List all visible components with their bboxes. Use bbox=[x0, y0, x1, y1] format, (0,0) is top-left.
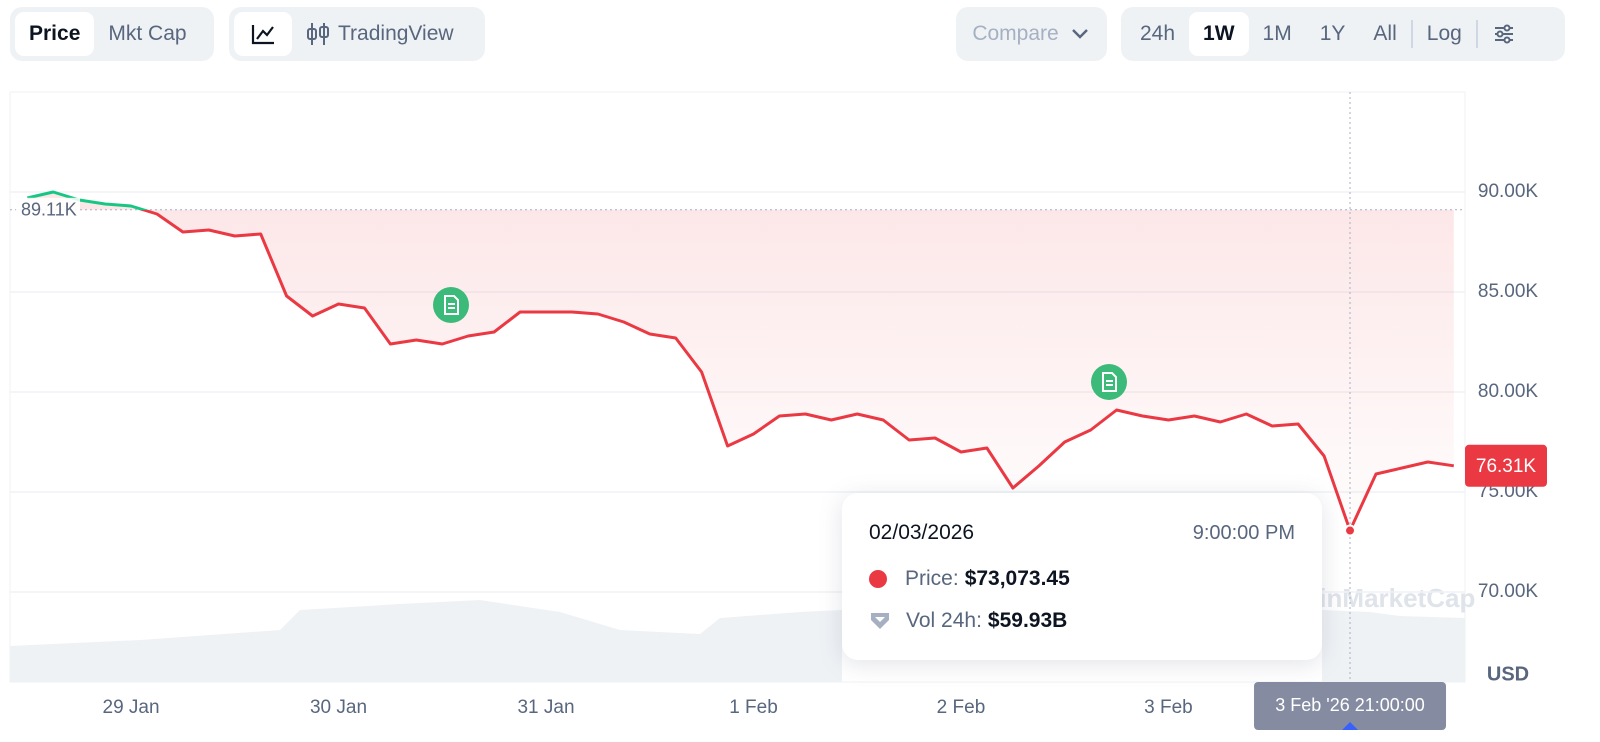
tab[interactable]: Mkt Cap bbox=[108, 22, 187, 45]
x-tick-label: 3 Feb bbox=[1144, 697, 1193, 718]
range-tabs: 24h 1W 1M 1Y All Log bbox=[1121, 7, 1565, 61]
y-tick-label: 70.00K bbox=[1478, 581, 1539, 602]
x-tick-label: 1 Feb bbox=[729, 697, 778, 718]
crosshair-label-bg bbox=[1254, 682, 1447, 730]
range-tab[interactable]: 1M bbox=[1262, 22, 1292, 45]
separator bbox=[1410, 20, 1413, 48]
tooltip-date: 02/03/2026 bbox=[869, 521, 975, 544]
view-tabs: Price Mkt Cap bbox=[10, 7, 214, 61]
y-tick-label: 80.00K bbox=[1478, 381, 1539, 402]
tab[interactable]: Price bbox=[15, 12, 95, 56]
log-toggle[interactable]: Log bbox=[1426, 22, 1462, 45]
range-tab[interactable]: All bbox=[1373, 22, 1397, 45]
tooltip-volume: $59.93B bbox=[987, 609, 1068, 632]
chevron bbox=[1071, 29, 1088, 39]
price-line bbox=[26, 190, 1455, 532]
tooltip: 02/03/2026 9:00:00 PM Price: $73,073.45 … bbox=[842, 493, 1322, 660]
chart-mode: TradingView bbox=[229, 7, 485, 61]
event-marker[interactable] bbox=[433, 287, 469, 323]
settings-button[interactable] bbox=[1478, 12, 1530, 56]
y-tick-label: 90.00K bbox=[1478, 181, 1539, 202]
reference-label-bg bbox=[16, 197, 80, 222]
compare-label: Compare bbox=[972, 22, 1059, 45]
range-tab[interactable]: 1Y bbox=[1319, 22, 1346, 45]
separator bbox=[1475, 20, 1478, 48]
tooltip-price: $73,073.45 bbox=[964, 567, 1070, 590]
tooltip-time: 9:00:00 PM bbox=[1192, 521, 1295, 544]
y-tick-label: 85.00K bbox=[1478, 281, 1539, 302]
settings-icon bbox=[1494, 24, 1513, 44]
currency-label: USD bbox=[1487, 663, 1529, 685]
x-tick-label: 31 Jan bbox=[517, 697, 574, 718]
x-tick-label: 30 Jan bbox=[310, 697, 367, 718]
range-tab[interactable]: 1W bbox=[1189, 12, 1249, 56]
reference-label: 89.11K bbox=[21, 200, 77, 220]
price-dot bbox=[869, 570, 887, 588]
event-marker[interactable] bbox=[1091, 364, 1127, 400]
price-area bbox=[27, 192, 1454, 531]
candle-icon bbox=[307, 23, 329, 45]
volume-icon bbox=[871, 613, 889, 629]
tradingview-label: TradingView bbox=[338, 22, 454, 45]
line-mode-button[interactable] bbox=[234, 12, 292, 56]
volume-area bbox=[10, 600, 1465, 682]
line-icon bbox=[251, 25, 274, 45]
tooltip-price-label: Price: bbox=[905, 567, 959, 590]
crosshair-pointer bbox=[1342, 722, 1359, 730]
x-tick-label: 2 Feb bbox=[937, 697, 986, 718]
range-tab[interactable]: 24h bbox=[1140, 22, 1176, 45]
tooltip-volume-label: Vol 24h: bbox=[906, 609, 982, 632]
compare-dropdown[interactable]: Compare bbox=[956, 7, 1107, 61]
crosshair-label: 3 Feb '26 21:00:00 bbox=[1275, 695, 1425, 715]
last-price-label: 76.31K bbox=[1476, 456, 1537, 477]
tradingview-button[interactable]: TradingView bbox=[292, 12, 468, 56]
x-tick-label: 29 Jan bbox=[103, 697, 160, 718]
last-price-bg bbox=[1465, 444, 1547, 487]
hover-point bbox=[1344, 524, 1357, 537]
